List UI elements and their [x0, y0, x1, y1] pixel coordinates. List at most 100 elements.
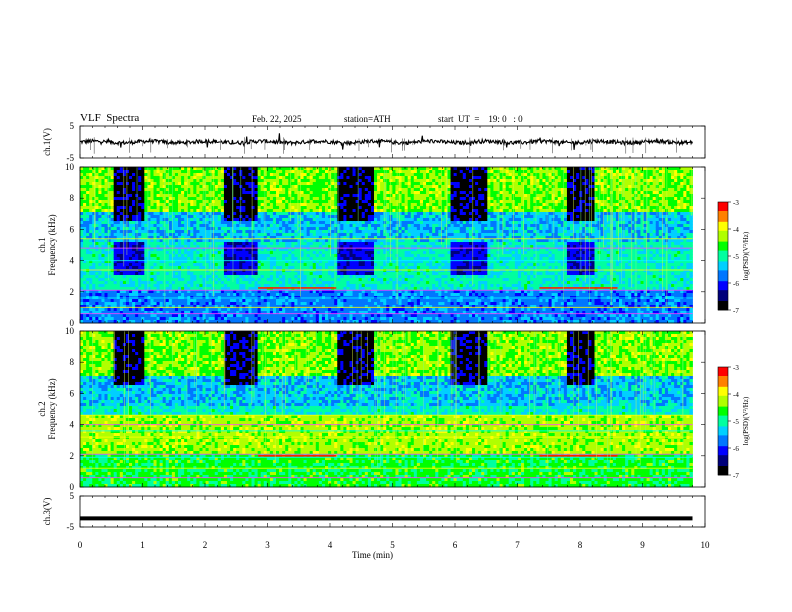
spectrogram-cell — [178, 308, 182, 312]
spectrogram-cell — [266, 275, 271, 279]
spectrogram-cell — [321, 227, 326, 231]
spectrogram-cell — [125, 299, 130, 303]
spectrogram-cell — [205, 320, 210, 324]
spectrogram-cell — [282, 176, 286, 180]
spectrogram-cell — [233, 308, 237, 312]
spectrogram-cell — [309, 203, 314, 207]
spectrogram-cell — [116, 197, 121, 201]
spectrogram-cell — [340, 236, 344, 240]
spectrogram-cell — [202, 257, 206, 261]
spectrogram-cell — [132, 269, 136, 273]
spectrogram-cell — [309, 197, 314, 201]
spectrogram-cell — [291, 188, 295, 192]
spectrogram-cell — [334, 269, 338, 273]
spectrogram-cell — [159, 284, 164, 288]
spectrogram-cell — [318, 311, 323, 315]
spectrogram-cell — [196, 233, 200, 237]
spectrogram-cell — [138, 314, 142, 318]
spectrogram-cell — [312, 194, 317, 198]
spectrogram-cell — [86, 257, 90, 261]
spectrogram-cell — [325, 182, 329, 186]
spectrogram-cell — [227, 236, 231, 240]
spectrogram-cell — [266, 272, 271, 276]
spectrogram-cell — [321, 185, 326, 189]
spectrogram-cell — [355, 188, 360, 192]
spectrogram-cell — [309, 176, 314, 180]
spectrogram-cell — [285, 278, 289, 282]
spectrogram-cell — [162, 239, 167, 243]
spectrogram-cell — [282, 167, 286, 171]
spectrogram-cell — [101, 239, 105, 243]
spectrogram-cell — [334, 299, 338, 303]
spectrogram-cell — [80, 272, 84, 276]
spectrogram-cell — [86, 302, 90, 306]
spectrogram-cell — [181, 245, 185, 249]
spectrogram-cell — [156, 302, 161, 306]
spectrogram-cell — [92, 269, 96, 273]
spectrogram-cell — [269, 317, 274, 321]
spectrogram-cell — [156, 251, 161, 255]
spectrogram-cell — [220, 173, 225, 177]
spectrogram-cell — [285, 320, 289, 324]
spectrogram-cell — [171, 290, 176, 294]
spectrogram-cell — [83, 266, 87, 270]
spectrogram-cell — [242, 242, 246, 246]
spectrogram-cell — [214, 194, 219, 198]
spectrogram-cell — [346, 203, 350, 207]
spectrogram-cell — [358, 218, 363, 222]
spectrogram-cell — [181, 200, 185, 204]
spectrogram-cell — [101, 290, 105, 294]
spectrogram-cell — [110, 242, 115, 246]
spectrogram-cell — [196, 239, 200, 243]
spectrogram-cell — [352, 215, 357, 219]
spectrogram-cell — [321, 239, 326, 243]
spectrogram-cell — [269, 224, 274, 228]
spectrogram-cell — [150, 227, 154, 231]
spectrogram-cell — [110, 224, 115, 228]
spectrogram-cell — [294, 191, 298, 195]
spectrogram-cell — [321, 179, 326, 183]
spectrogram-cell — [119, 170, 124, 174]
spectrogram-cell — [193, 221, 197, 225]
spectrogram-cell — [227, 290, 231, 294]
spectrogram-cell — [230, 254, 234, 258]
spectrogram-cell — [202, 272, 206, 276]
spectrogram-cell — [187, 305, 191, 309]
spectrogram-cell — [98, 314, 102, 318]
spectrogram-cell — [349, 212, 353, 216]
spectrogram-cell — [119, 299, 124, 303]
spectrogram-cell — [156, 233, 161, 237]
spectrogram-cell — [236, 260, 240, 264]
spectrogram-cell — [159, 197, 164, 201]
spectrogram-cell — [214, 167, 219, 171]
spectrogram-cell — [343, 197, 347, 201]
spectrogram-cell — [153, 317, 157, 321]
spectrogram-cell — [153, 302, 157, 306]
spectrogram-cell — [361, 182, 366, 186]
spectrogram-cell — [116, 266, 121, 270]
spectrogram-cell — [263, 299, 268, 303]
spectrogram-cell — [220, 179, 225, 183]
spectrogram-cell — [349, 206, 353, 210]
spectrogram-cell — [196, 170, 200, 174]
spectrogram-cell — [300, 215, 304, 219]
spectrogram-cell — [340, 179, 344, 183]
spectrogram-cell — [119, 308, 124, 312]
spectrogram-cell — [89, 230, 93, 234]
spectrogram-cell — [358, 287, 363, 291]
spectrogram-cell — [153, 185, 157, 189]
spectrogram-cell — [95, 233, 99, 237]
spectrogram-cell — [300, 308, 304, 312]
spectrogram-cell — [337, 251, 341, 255]
spectrogram-cell — [181, 182, 185, 186]
spectrogram-cell — [86, 287, 90, 291]
spectrogram-cell — [272, 212, 277, 216]
spectrogram-cell — [168, 287, 173, 291]
spectrogram-cell — [199, 215, 203, 219]
spectrogram-cell — [119, 167, 124, 171]
spectrogram-cell — [159, 314, 164, 318]
spectrogram-cell — [193, 173, 197, 177]
spectrogram-cell — [193, 218, 197, 222]
spectrogram-cell — [174, 272, 179, 276]
spectrogram-cell — [141, 272, 145, 276]
